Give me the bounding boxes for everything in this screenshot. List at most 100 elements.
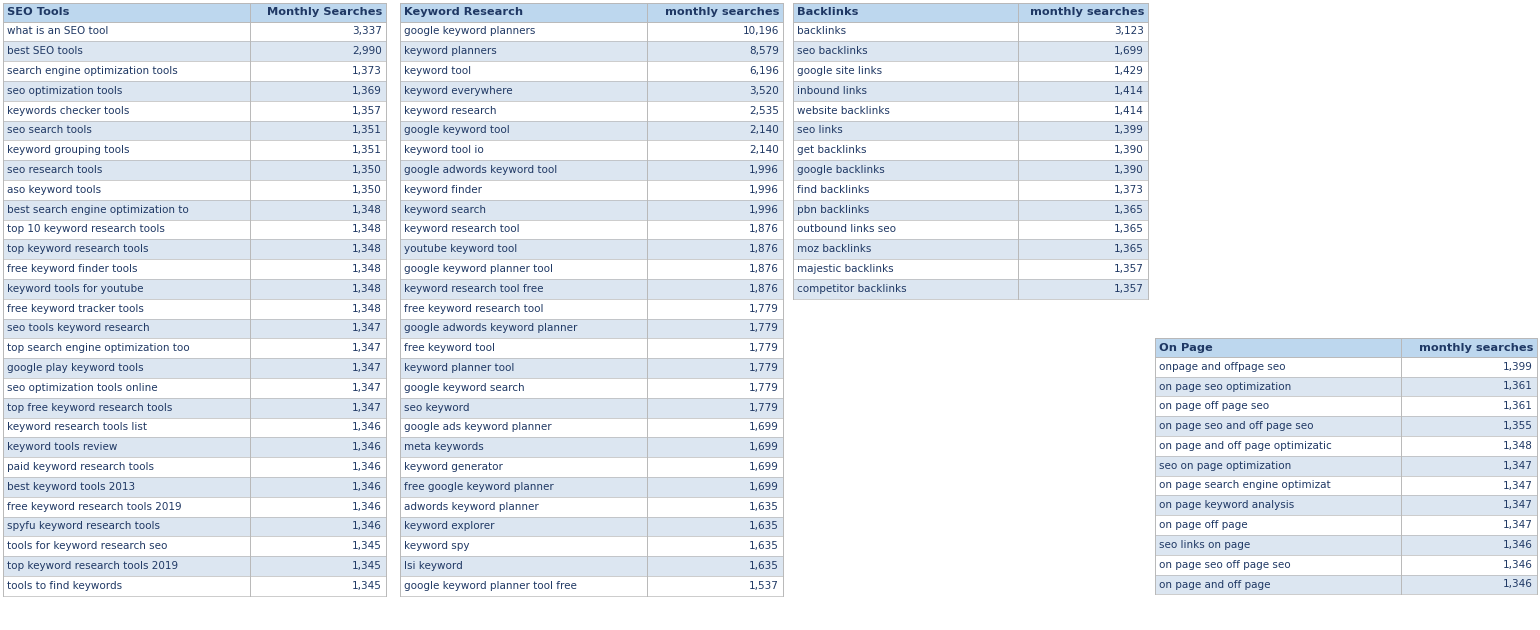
Text: 2,140: 2,140 bbox=[750, 125, 779, 135]
Bar bbox=[400, 160, 782, 180]
Text: 1,346: 1,346 bbox=[1503, 559, 1532, 570]
Text: 1,699: 1,699 bbox=[748, 442, 779, 452]
Text: best SEO tools: best SEO tools bbox=[8, 46, 83, 56]
Text: 1,365: 1,365 bbox=[1113, 224, 1144, 234]
Text: 1,348: 1,348 bbox=[353, 304, 382, 314]
Text: 6,196: 6,196 bbox=[748, 66, 779, 76]
Text: keyword tool io: keyword tool io bbox=[403, 145, 484, 155]
Text: top keyword research tools: top keyword research tools bbox=[8, 244, 148, 254]
Text: 1,345: 1,345 bbox=[353, 561, 382, 571]
Text: 1,369: 1,369 bbox=[353, 86, 382, 96]
Text: 1,350: 1,350 bbox=[353, 165, 382, 175]
Text: keyword explorer: keyword explorer bbox=[403, 522, 494, 531]
Text: keywords checker tools: keywords checker tools bbox=[8, 106, 129, 115]
Bar bbox=[3, 378, 387, 398]
Bar bbox=[400, 140, 782, 160]
Text: seo search tools: seo search tools bbox=[8, 125, 92, 135]
Bar bbox=[3, 120, 387, 140]
Text: google backlinks: google backlinks bbox=[798, 165, 885, 175]
Text: seo optimization tools online: seo optimization tools online bbox=[8, 383, 157, 392]
Text: top search engine optimization too: top search engine optimization too bbox=[8, 343, 189, 353]
Text: keyword research: keyword research bbox=[403, 106, 496, 115]
Text: google play keyword tools: google play keyword tools bbox=[8, 363, 143, 373]
Text: 1,373: 1,373 bbox=[353, 66, 382, 76]
Text: 1,876: 1,876 bbox=[748, 264, 779, 274]
Text: find backlinks: find backlinks bbox=[798, 185, 870, 195]
Text: 1,357: 1,357 bbox=[1113, 264, 1144, 274]
Text: keyword tools review: keyword tools review bbox=[8, 442, 117, 452]
Text: 1,346: 1,346 bbox=[1503, 540, 1532, 550]
Bar bbox=[793, 140, 1147, 160]
Text: spyfu keyword research tools: spyfu keyword research tools bbox=[8, 522, 160, 531]
Bar bbox=[3, 477, 387, 496]
Text: 1,346: 1,346 bbox=[353, 482, 382, 492]
Bar bbox=[793, 3, 1147, 21]
Text: keyword planners: keyword planners bbox=[403, 46, 497, 56]
Text: 1,346: 1,346 bbox=[353, 501, 382, 512]
Bar bbox=[793, 101, 1147, 120]
Text: 1,635: 1,635 bbox=[748, 501, 779, 512]
Bar bbox=[400, 299, 782, 319]
Bar bbox=[3, 140, 387, 160]
Text: 1,346: 1,346 bbox=[353, 422, 382, 432]
Bar bbox=[3, 160, 387, 180]
Bar bbox=[3, 398, 387, 418]
Text: keyword tools for youtube: keyword tools for youtube bbox=[8, 284, 143, 294]
Text: 3,123: 3,123 bbox=[1113, 26, 1144, 37]
Text: 1,350: 1,350 bbox=[353, 185, 382, 195]
Text: keyword research tool: keyword research tool bbox=[403, 224, 519, 234]
Text: 3,520: 3,520 bbox=[750, 86, 779, 96]
Bar bbox=[793, 61, 1147, 81]
Text: 1,429: 1,429 bbox=[1113, 66, 1144, 76]
Text: 1,779: 1,779 bbox=[748, 383, 779, 392]
Text: 1,347: 1,347 bbox=[1503, 500, 1532, 510]
Text: 1,876: 1,876 bbox=[748, 224, 779, 234]
Bar bbox=[3, 279, 387, 299]
Text: 1,346: 1,346 bbox=[353, 522, 382, 531]
Text: 1,348: 1,348 bbox=[1503, 441, 1532, 451]
Text: Keyword Research: Keyword Research bbox=[403, 8, 524, 17]
Text: best keyword tools 2013: best keyword tools 2013 bbox=[8, 482, 136, 492]
Text: seo optimization tools: seo optimization tools bbox=[8, 86, 122, 96]
Text: website backlinks: website backlinks bbox=[798, 106, 890, 115]
Bar bbox=[400, 418, 782, 437]
Text: Backlinks: Backlinks bbox=[798, 8, 858, 17]
Text: 1,347: 1,347 bbox=[353, 363, 382, 373]
Text: 1,348: 1,348 bbox=[353, 244, 382, 254]
Bar bbox=[400, 42, 782, 61]
Text: keyword finder: keyword finder bbox=[403, 185, 482, 195]
Text: 1,357: 1,357 bbox=[353, 106, 382, 115]
Text: monthly searches: monthly searches bbox=[665, 8, 779, 17]
Text: 1,699: 1,699 bbox=[748, 422, 779, 432]
Text: pbn backlinks: pbn backlinks bbox=[798, 205, 869, 215]
Bar bbox=[400, 279, 782, 299]
Bar bbox=[1155, 416, 1537, 436]
Text: free keyword tracker tools: free keyword tracker tools bbox=[8, 304, 143, 314]
Text: 8,579: 8,579 bbox=[748, 46, 779, 56]
Text: 1,390: 1,390 bbox=[1115, 165, 1144, 175]
Text: google ads keyword planner: google ads keyword planner bbox=[403, 422, 551, 432]
Text: get backlinks: get backlinks bbox=[798, 145, 867, 155]
Text: on page and off page optimizatic: on page and off page optimizatic bbox=[1160, 441, 1332, 451]
Text: onpage and offpage seo: onpage and offpage seo bbox=[1160, 362, 1286, 372]
Text: 1,355: 1,355 bbox=[1503, 421, 1532, 431]
Text: keyword research tools list: keyword research tools list bbox=[8, 422, 146, 432]
Bar bbox=[1155, 515, 1537, 535]
Text: keyword grouping tools: keyword grouping tools bbox=[8, 145, 129, 155]
Text: majestic backlinks: majestic backlinks bbox=[798, 264, 893, 274]
Bar bbox=[793, 42, 1147, 61]
Bar bbox=[3, 576, 387, 596]
Bar bbox=[3, 42, 387, 61]
Text: 1,347: 1,347 bbox=[1503, 481, 1532, 491]
Text: on page off page seo: on page off page seo bbox=[1160, 401, 1269, 411]
Bar bbox=[400, 3, 782, 21]
Bar bbox=[400, 219, 782, 239]
Text: lsi keyword: lsi keyword bbox=[403, 561, 462, 571]
Text: 1,365: 1,365 bbox=[1113, 205, 1144, 215]
Text: 3,337: 3,337 bbox=[353, 26, 382, 37]
Text: 1,347: 1,347 bbox=[353, 343, 382, 353]
Text: 1,347: 1,347 bbox=[353, 383, 382, 392]
Text: 1,779: 1,779 bbox=[748, 403, 779, 413]
Text: 1,361: 1,361 bbox=[1503, 382, 1532, 391]
Bar bbox=[793, 200, 1147, 219]
